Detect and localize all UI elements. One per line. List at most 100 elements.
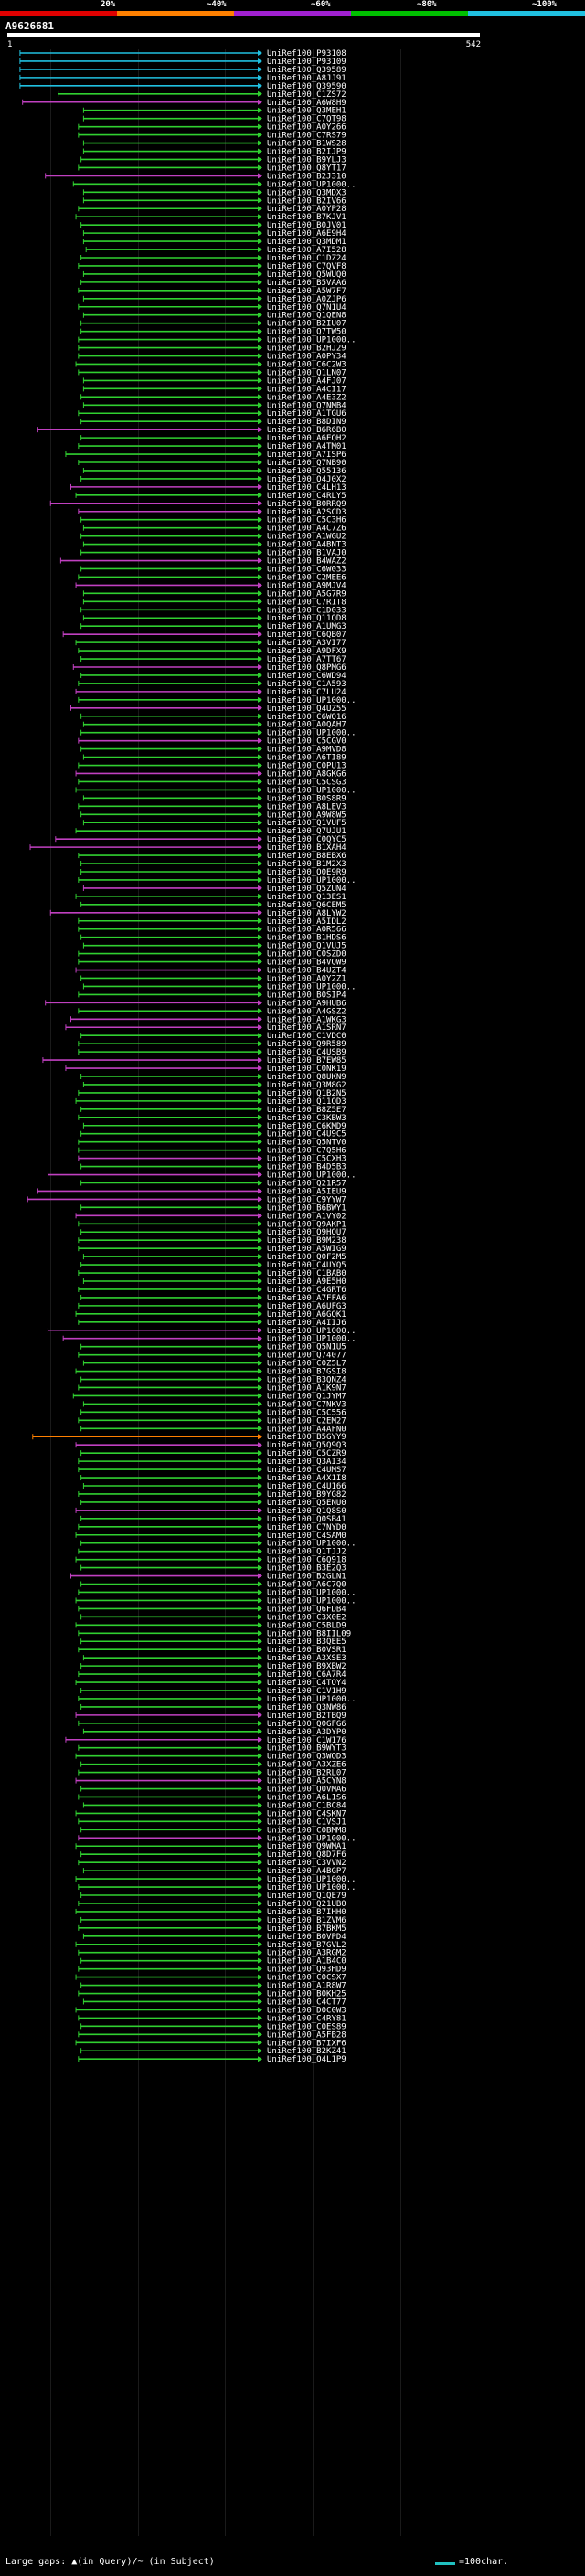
hit-label[interactable]: UniRef100_Q6FDB4 [267,1605,346,1614]
hit-row[interactable]: UniRef100_UP1000.. [47,1327,356,1336]
hit-row[interactable]: UniRef100_Q7UJU1 [75,827,346,836]
hit-row[interactable]: UniRef100_C0PU13 [78,762,346,771]
hit-row[interactable]: UniRef100_Q1JYM7 [72,1392,346,1401]
hit-row[interactable]: UniRef100_C5CSG3 [78,778,346,787]
hit-row[interactable]: UniRef100_UP1000.. [78,1695,356,1704]
hit-row[interactable]: UniRef100_Q1VUJ5 [82,942,346,951]
hit-label[interactable]: UniRef100_A7I528 [267,246,346,255]
hit-row[interactable]: UniRef100_A9DFX9 [78,647,346,656]
hit-label[interactable]: UniRef100_A0PY34 [267,353,346,362]
hit-row[interactable]: UniRef100_UP1000.. [78,1834,356,1843]
hit-label[interactable]: UniRef100_B6BWY1 [267,1203,346,1213]
hit-row[interactable]: UniRef100_A4C7Z6 [82,525,346,534]
hit-row[interactable]: UniRef100_Q5N1U5 [80,1343,346,1352]
hit-label[interactable]: UniRef100_A8LEV3 [267,802,346,811]
hit-label[interactable]: UniRef100_C6Q918 [267,1556,346,1565]
hit-label[interactable]: UniRef100_B2IJP9 [267,148,346,157]
hit-row[interactable]: UniRef100_A1TGU6 [78,409,346,419]
hit-label[interactable]: UniRef100_C1DZ24 [267,254,346,263]
hit-label[interactable]: UniRef100_Q3MDX3 [267,188,346,197]
hit-label[interactable]: UniRef100_Q11QD8 [267,614,346,623]
hit-row[interactable]: UniRef100_B0SIP4 [78,991,346,1000]
hit-label[interactable]: UniRef100_B2J310 [267,172,346,181]
hit-row[interactable]: UniRef100_B4UZT4 [75,967,346,976]
hit-row[interactable]: UniRef100_Q1VUF5 [82,819,346,828]
hit-row[interactable]: UniRef100_C4LH13 [70,483,346,493]
hit-label[interactable]: UniRef100_C5C3H6 [267,516,346,525]
hit-label[interactable]: UniRef100_Q55136 [267,467,346,476]
hit-row[interactable]: UniRef100_Q0SB41 [80,1515,346,1524]
hit-row[interactable]: UniRef100_A7I528 [85,246,346,255]
hit-label[interactable]: UniRef100_UP1000.. [267,180,356,189]
hit-row[interactable]: UniRef100_A7FFA6 [80,1294,346,1303]
hit-label[interactable]: UniRef100_C7R1T8 [267,598,346,607]
hit-row[interactable]: UniRef100_A9E5H0 [82,1277,346,1287]
hit-row[interactable]: UniRef100_Q4J0X2 [80,475,346,484]
hit-row[interactable]: UniRef100_C0NK19 [65,1065,346,1074]
hit-row[interactable]: UniRef100_B2IJP9 [82,148,346,157]
hit-label[interactable]: UniRef100_UP1000.. [267,876,356,885]
hit-row[interactable]: UniRef100_A1UMG3 [80,622,346,631]
hit-label[interactable]: UniRef100_B9XBW2 [267,1662,346,1671]
hit-label[interactable]: UniRef100_A5CYN8 [267,1777,346,1786]
hit-label[interactable]: UniRef100_B9M238 [267,1236,346,1246]
hit-row[interactable]: UniRef100_Q3WOD3 [75,1753,346,1762]
hit-row[interactable]: UniRef100_B8Z5E7 [80,1106,346,1115]
hit-row[interactable]: UniRef100_C1A593 [78,680,346,689]
hit-row[interactable]: UniRef100_Q6FDB4 [78,1605,346,1614]
hit-label[interactable]: UniRef100_B7GSI8 [267,1368,346,1377]
hit-row[interactable]: UniRef100_C5CZR9 [80,1449,346,1458]
hit-row[interactable]: UniRef100_C9YYW7 [27,1195,346,1204]
hit-label[interactable]: UniRef100_B2TBQ9 [267,1712,346,1721]
hit-label[interactable]: UniRef100_C7RS79 [267,132,346,141]
hit-label[interactable]: UniRef100_A3DYP0 [267,1728,346,1737]
hit-label[interactable]: UniRef100_B9YLJ3 [267,155,346,164]
hit-row[interactable]: UniRef100_A5WIG9 [78,1245,346,1254]
hit-row[interactable]: UniRef100_Q39589 [19,66,346,75]
hit-row[interactable]: UniRef100_C2MEE6 [78,573,346,582]
hit-label[interactable]: UniRef100_A9MJV4 [267,581,346,590]
hit-label[interactable]: UniRef100_C4TOY4 [267,1679,346,1688]
hit-row[interactable]: UniRef100_A9W8W5 [80,811,346,820]
hit-row[interactable]: UniRef100_C6W033 [80,565,346,574]
hit-row[interactable]: UniRef100_UP1000.. [47,1171,356,1181]
hit-label[interactable]: UniRef100_A4GSZ2 [267,1007,346,1016]
hit-row[interactable]: UniRef100_UP1000.. [80,729,356,738]
hit-label[interactable]: UniRef100_UP1000.. [267,1327,356,1336]
hit-label[interactable]: UniRef100_Q0E9R9 [267,868,346,877]
hit-label[interactable]: UniRef100_A0Y2Z1 [267,974,346,983]
hit-row[interactable]: UniRef100_A5IEU9 [37,1187,346,1196]
hit-label[interactable]: UniRef100_Q3AI34 [267,1458,346,1467]
hit-row[interactable]: UniRef100_C4U166 [82,1482,346,1491]
hit-row[interactable]: UniRef100_B0VPD4 [82,1933,346,1942]
hit-row[interactable]: UniRef100_C6KMD9 [82,1122,346,1131]
hit-label[interactable]: UniRef100_Q5WUQ0 [267,270,346,280]
hit-label[interactable]: UniRef100_B7IHH0 [267,1908,346,1917]
hit-row[interactable]: UniRef100_A1R8W7 [80,1982,346,1991]
hit-row[interactable]: UniRef100_C6QB07 [62,631,346,640]
hit-row[interactable]: UniRef100_C0BMM8 [80,1826,346,1835]
hit-label[interactable]: UniRef100_C0ES89 [267,2022,346,2031]
hit-row[interactable]: UniRef100_Q1TJJ2 [78,1548,346,1557]
hit-row[interactable]: UniRef100_Q3NW86 [80,1703,346,1712]
hit-label[interactable]: UniRef100_UP1000.. [267,729,356,738]
hit-row[interactable]: UniRef100_Q0E9R9 [80,868,346,877]
hit-label[interactable]: UniRef100_C5CXH3 [267,1155,346,1164]
hit-label[interactable]: UniRef100_C4UYQ5 [267,1261,346,1270]
hit-row[interactable]: UniRef100_Q11QD3 [75,1097,346,1107]
hit-row[interactable]: UniRef100_B2RL07 [78,1769,346,1778]
hit-row[interactable]: UniRef100_Q55136 [82,467,346,476]
hit-label[interactable]: UniRef100_C0Z5L7 [267,1360,346,1369]
hit-label[interactable]: UniRef100_Q4J0X2 [267,475,346,484]
hit-label[interactable]: UniRef100_A1UMG3 [267,622,346,631]
hit-row[interactable]: UniRef100_Q1LN07 [78,368,346,377]
hit-row[interactable]: UniRef100_A1SRN7 [65,1023,346,1033]
hit-row[interactable]: UniRef100_C7NYD0 [78,1523,346,1532]
hit-label[interactable]: UniRef100_C3X0E2 [267,1613,346,1622]
hit-label[interactable]: UniRef100_C6KMD9 [267,1122,346,1131]
hit-row[interactable]: UniRef100_B5VAA6 [80,279,346,288]
hit-row[interactable]: UniRef100_B6R6B0 [37,426,346,435]
hit-label[interactable]: UniRef100_Q1VUJ5 [267,942,346,951]
hit-label[interactable]: UniRef100_C7QVF8 [267,262,346,271]
hit-row[interactable]: UniRef100_C5CXH3 [78,1155,346,1164]
